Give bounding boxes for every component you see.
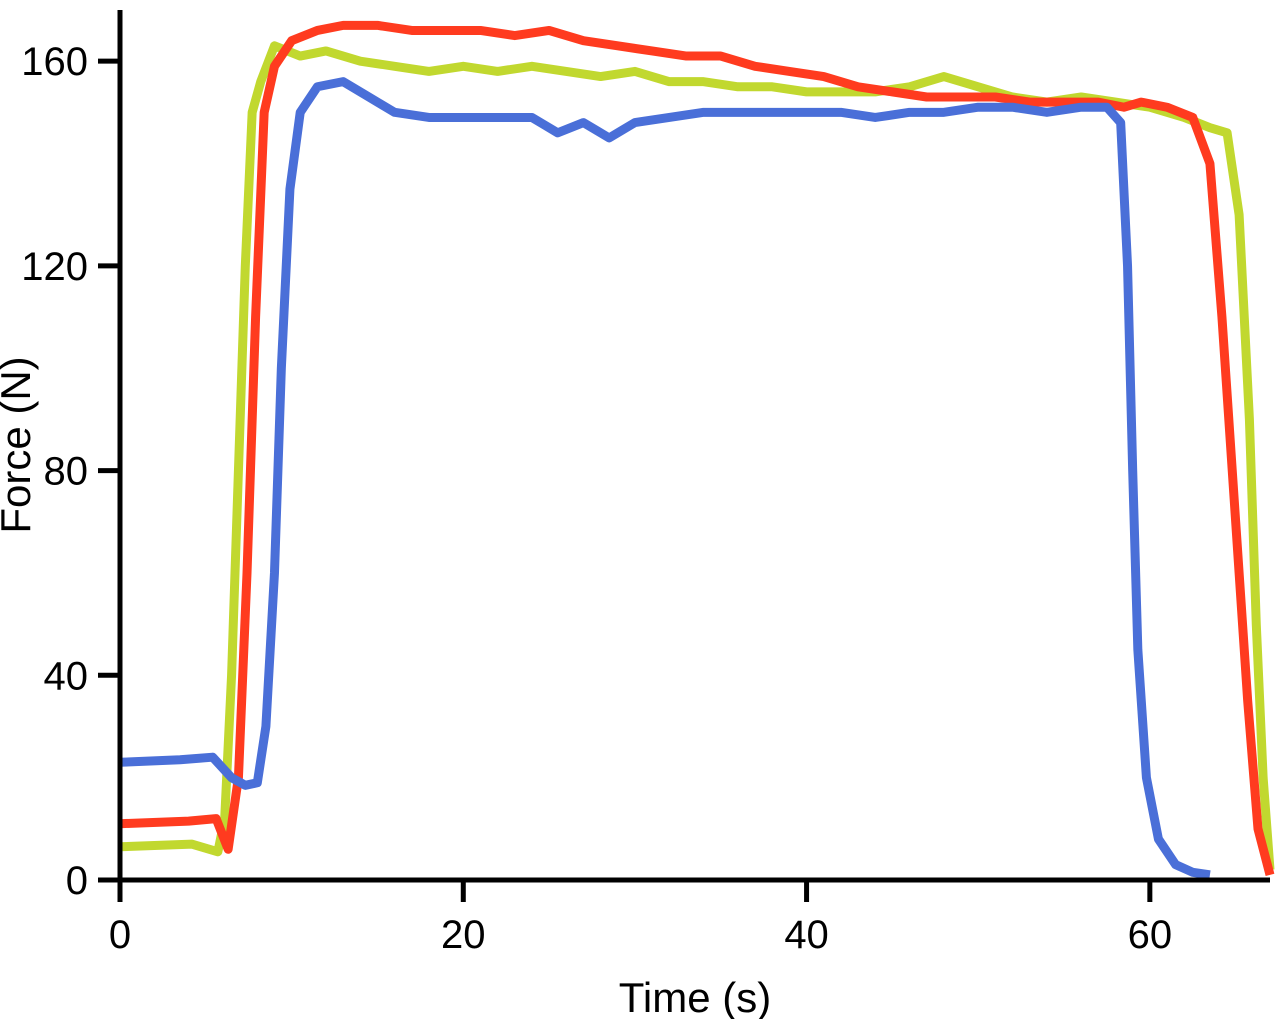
force-time-chart: 0 20 40 60 0 40 80 120 160 Time (s) Force (N) (0, 0, 1280, 1019)
y-tick-label: 160 (21, 40, 88, 84)
series-blue (120, 82, 1210, 875)
series-group (120, 25, 1270, 875)
labels-group: 0 20 40 60 0 40 80 120 160 Time (s) Force (N) (0, 40, 1172, 1019)
x-tick-label: 40 (784, 913, 829, 957)
y-tick-label: 0 (66, 859, 88, 903)
x-axis-label: Time (s) (619, 974, 771, 1019)
axes-group (98, 10, 1270, 902)
x-tick-label: 60 (1128, 913, 1173, 957)
y-tick-label: 120 (21, 245, 88, 289)
chart-svg: 0 20 40 60 0 40 80 120 160 Time (s) Force (N) (0, 0, 1280, 1019)
y-tick-label: 80 (44, 450, 89, 494)
y-axis-label: Force (N) (0, 356, 39, 533)
x-tick-label: 0 (109, 913, 131, 957)
x-tick-label: 20 (441, 913, 486, 957)
y-tick-label: 40 (44, 654, 89, 698)
